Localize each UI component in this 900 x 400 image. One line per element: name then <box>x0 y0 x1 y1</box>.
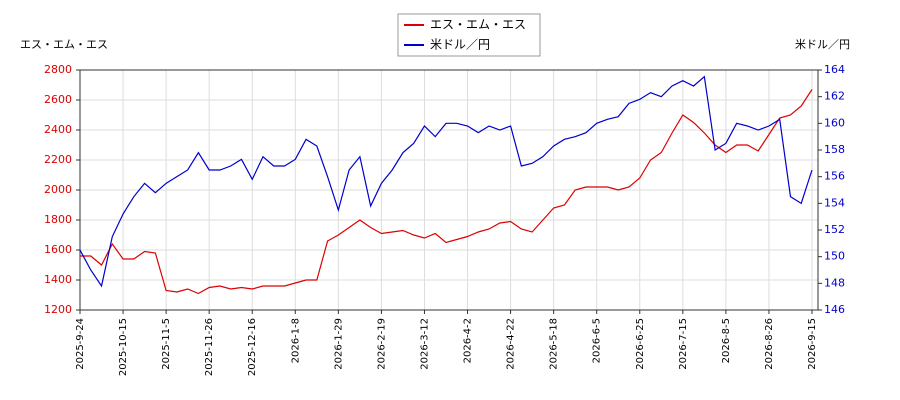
x-tick-label: 2025-12-16 <box>247 318 258 376</box>
x-tick-label: 2026-4-2 <box>463 318 474 363</box>
y-axis-title: エス・エム・エス <box>20 38 108 51</box>
y2-tick-label: 162 <box>824 90 845 103</box>
y2-tick-label: 156 <box>824 170 845 183</box>
x-tick-label: 2026-2-19 <box>376 318 387 370</box>
y2-axis-title: 米ドル／円 <box>795 38 850 51</box>
y-tick-label: 2000 <box>44 183 72 196</box>
x-tick-label: 2025-11-5 <box>161 318 172 370</box>
y-tick-label: 2800 <box>44 63 72 76</box>
x-tick-label: 2026-7-15 <box>678 318 689 370</box>
x-tick-label: 2026-1-29 <box>333 318 344 370</box>
y-tick-label: 1800 <box>44 213 72 226</box>
plot-frame <box>79 69 819 311</box>
y-tick-label: 2400 <box>44 123 72 136</box>
x-tick-label: 2025-9-24 <box>75 318 86 370</box>
y-tick-label: 2600 <box>44 93 72 106</box>
x-tick-label: 2026-4-22 <box>506 318 517 370</box>
x-tick-label: 2025-11-26 <box>204 318 215 376</box>
y-tick-label: 1600 <box>44 243 72 256</box>
legend-label: エス・エム・エス <box>430 18 526 32</box>
x-tick-label: 2026-8-5 <box>721 318 732 363</box>
y-tick-label: 2200 <box>44 153 72 166</box>
x-tick-label: 2026-9-15 <box>807 318 818 370</box>
legend-box <box>397 13 541 57</box>
x-tick-label: 2025-10-15 <box>118 318 129 376</box>
y-tick-label: 1200 <box>44 303 72 316</box>
x-tick-label: 2026-5-18 <box>549 318 560 370</box>
y2-tick-label: 158 <box>824 143 845 156</box>
y2-tick-label: 146 <box>824 303 845 316</box>
y2-tick-label: 164 <box>824 63 845 76</box>
y-tick-label: 1400 <box>44 273 72 286</box>
x-tick-label: 2026-1-8 <box>290 318 301 363</box>
legend-label: 米ドル／円 <box>430 38 490 52</box>
x-tick-label: 2026-6-25 <box>635 318 646 370</box>
x-tick-label: 2026-3-12 <box>419 318 430 370</box>
y2-tick-label: 150 <box>824 250 845 263</box>
series-line <box>79 75 813 288</box>
x-tick-label: 2026-6-5 <box>592 318 603 363</box>
y2-tick-label: 154 <box>824 196 845 209</box>
x-tick-label: 2026-8-26 <box>764 318 775 370</box>
y2-tick-label: 152 <box>824 223 845 236</box>
y2-tick-label: 148 <box>824 276 845 289</box>
series-line <box>80 89 813 295</box>
y2-tick-label: 160 <box>824 116 845 129</box>
